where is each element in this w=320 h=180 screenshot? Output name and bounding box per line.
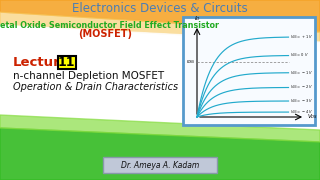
Text: Metal Oxide Semiconductor Field Effect Transistor: Metal Oxide Semiconductor Field Effect T… xyxy=(0,21,219,30)
Text: Operation & Drain Characteristics: Operation & Drain Characteristics xyxy=(13,82,178,92)
Text: $V_{GS}=-3\ V$: $V_{GS}=-3\ V$ xyxy=(290,97,313,105)
Text: $I_{DSS}$: $I_{DSS}$ xyxy=(186,59,195,66)
Text: Lecture: Lecture xyxy=(13,55,70,69)
Text: Dr. Ameya A. Kadam: Dr. Ameya A. Kadam xyxy=(121,161,199,170)
Text: $I_D$: $I_D$ xyxy=(194,14,201,23)
FancyBboxPatch shape xyxy=(103,157,217,173)
Polygon shape xyxy=(0,12,320,42)
Text: $V_{GS}=+1\ V$: $V_{GS}=+1\ V$ xyxy=(290,33,313,41)
FancyBboxPatch shape xyxy=(58,55,76,69)
Text: $V_{GS}=-1\ V$: $V_{GS}=-1\ V$ xyxy=(290,69,313,76)
Text: $V_{GS}=0\ V$: $V_{GS}=0\ V$ xyxy=(290,52,309,59)
Text: $V_{DS}$: $V_{DS}$ xyxy=(307,112,318,122)
Text: Electronics Devices & Circuits: Electronics Devices & Circuits xyxy=(72,3,248,15)
Polygon shape xyxy=(0,25,320,52)
Polygon shape xyxy=(0,0,320,32)
Text: 11: 11 xyxy=(58,55,75,69)
Polygon shape xyxy=(0,128,320,180)
FancyBboxPatch shape xyxy=(183,17,315,125)
Text: $V_{GS}=-4\ V$: $V_{GS}=-4\ V$ xyxy=(290,108,313,116)
Polygon shape xyxy=(0,115,320,142)
Text: n-channel Depletion MOSFET: n-channel Depletion MOSFET xyxy=(13,71,164,81)
Text: $V_{GS}=-2\ V$: $V_{GS}=-2\ V$ xyxy=(290,84,313,91)
Text: (MOSFET): (MOSFET) xyxy=(78,29,132,39)
